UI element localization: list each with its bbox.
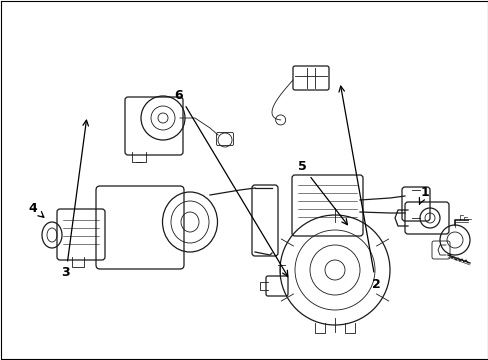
Text: 4: 4: [29, 202, 44, 217]
Text: 5: 5: [297, 159, 347, 225]
Text: 3: 3: [61, 120, 88, 279]
Text: 2: 2: [338, 86, 380, 291]
Text: 6: 6: [174, 89, 287, 276]
Text: 1: 1: [419, 185, 428, 204]
